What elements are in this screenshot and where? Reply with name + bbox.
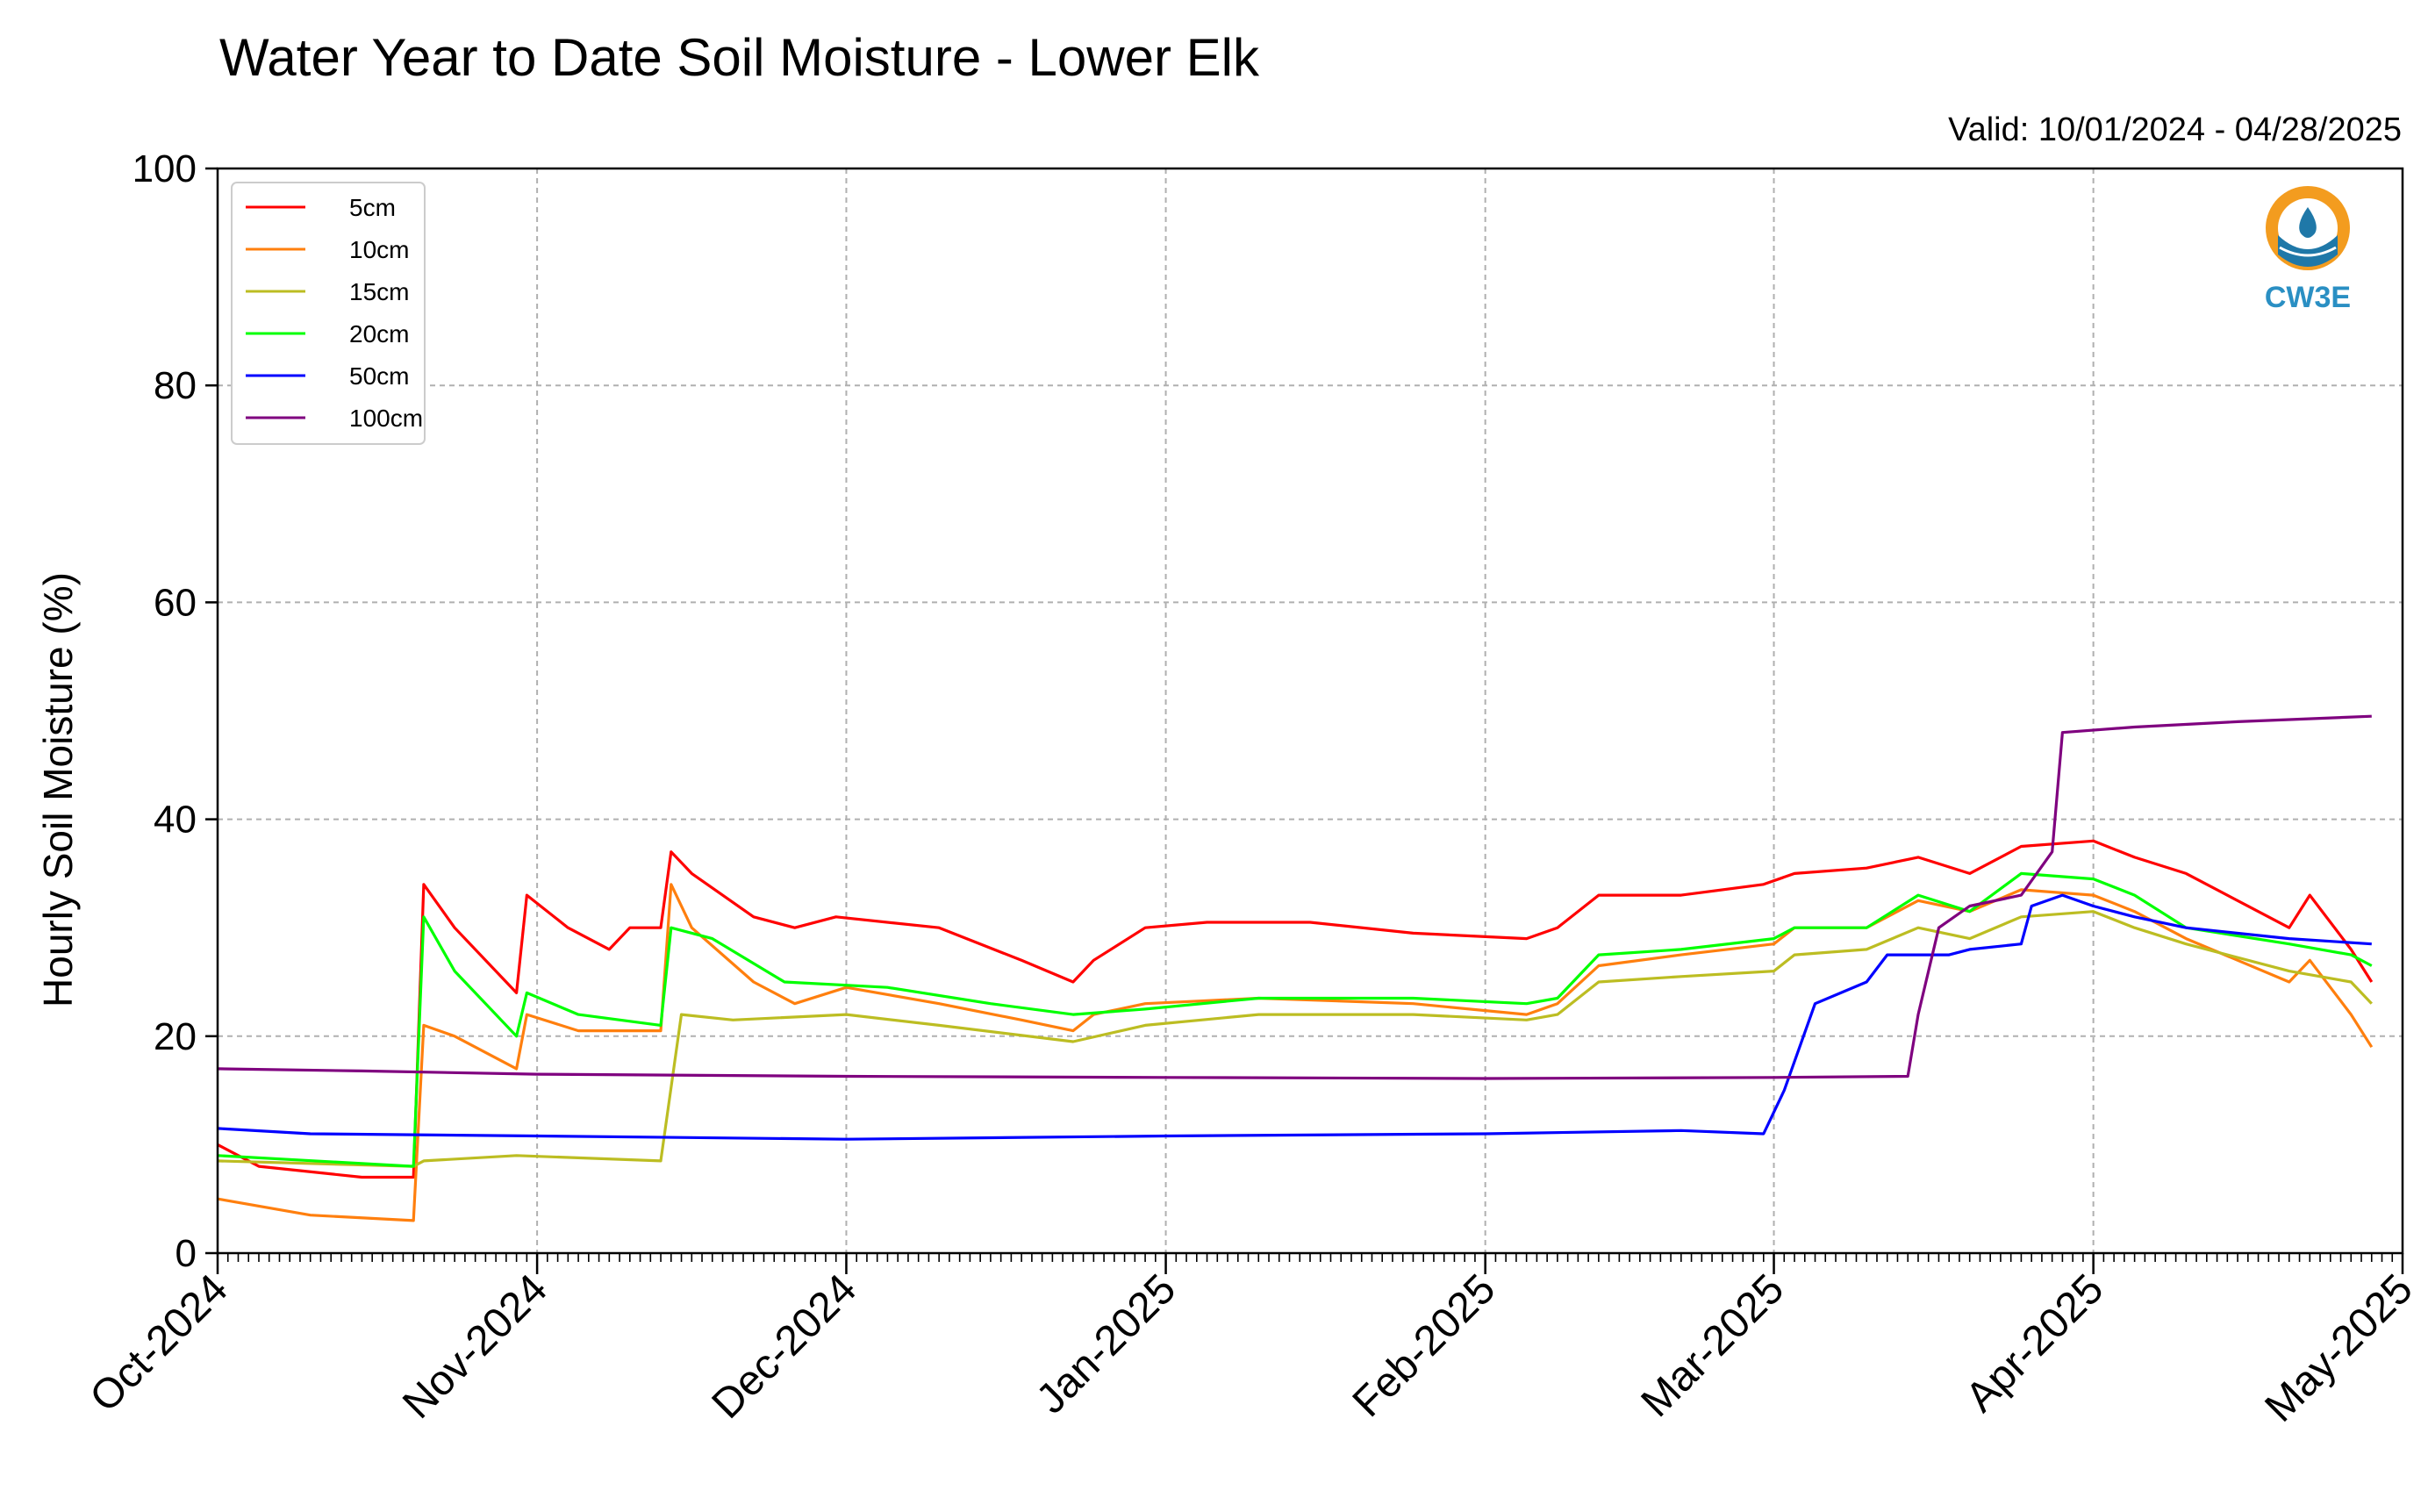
x-tick-label: Apr-2025	[1957, 1265, 2112, 1421]
x-tick-label: Feb-2025	[1344, 1265, 1505, 1426]
series-line-20cm	[217, 871, 2373, 1168]
x-ticks: Oct-2024 Nov-2024 Dec-2024 Jan-2025 Feb-2025…	[82, 1253, 2422, 1431]
grid-lines	[218, 168, 2403, 1253]
legend-label-50cm: 50cm	[349, 362, 409, 390]
series-line-5cm	[217, 839, 2374, 1179]
y-tick-label: 20	[154, 1015, 197, 1058]
x-tick-label: Nov-2024	[394, 1265, 556, 1428]
series-line-10cm	[217, 883, 2374, 1222]
plot-frame	[216, 167, 2404, 1255]
cw3e-logo: CW3E	[2265, 186, 2351, 314]
logo-text: CW3E	[2265, 281, 2351, 314]
legend-label-5cm: 5cm	[349, 194, 396, 221]
y-ticks: 0 20 40 60 80 100	[133, 147, 218, 1275]
legend-label-100cm: 100cm	[349, 405, 423, 432]
cw3e-logo-icon	[2266, 186, 2350, 270]
y-tick-label: 0	[175, 1232, 197, 1275]
chart-title: Water Year to Date Soil Moisture - Lower…	[219, 28, 1260, 87]
legend-label-10cm: 10cm	[349, 236, 409, 263]
minor-ticks	[217, 1253, 2403, 1262]
y-tick-label: 40	[154, 799, 197, 842]
legend: 5cm 10cm 15cm 20cm 50cm 100cm	[231, 182, 426, 445]
series-layer	[217, 714, 2374, 1222]
legend-label-20cm: 20cm	[349, 320, 409, 348]
series-line-15cm	[217, 910, 2373, 1168]
series-line-50cm	[217, 893, 2372, 1141]
legend-label-15cm: 15cm	[349, 278, 409, 305]
x-tick-label: Dec-2024	[704, 1265, 866, 1428]
y-tick-label: 60	[154, 581, 197, 624]
x-tick-label: Jan-2025	[1028, 1265, 1185, 1422]
x-tick-label: Mar-2025	[1633, 1265, 1794, 1426]
x-tick-label: May-2025	[2256, 1265, 2421, 1430]
y-tick-label: 100	[133, 147, 197, 190]
y-tick-label: 80	[154, 364, 197, 407]
series-line-100cm	[217, 714, 2372, 1080]
chart-subtitle: Valid: 10/01/2024 - 04/28/2025	[1948, 111, 2402, 148]
y-axis-label: Hourly Soil Moisture (%)	[35, 572, 81, 1007]
x-tick-label: Oct-2024	[82, 1265, 237, 1421]
